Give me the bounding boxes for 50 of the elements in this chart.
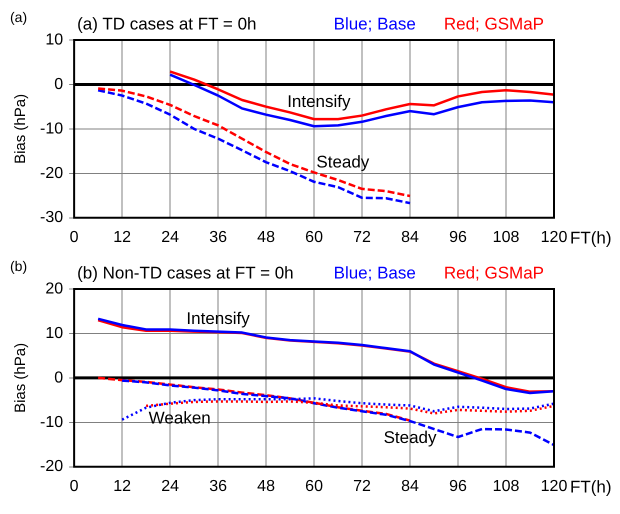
x-tick-label: 120 — [540, 228, 568, 246]
x-tick-label: 48 — [257, 478, 276, 495]
x-tick-label: 12 — [113, 478, 132, 495]
annotation: Weaken — [148, 408, 211, 428]
x-tick-label: 48 — [257, 228, 276, 246]
y-tick-label: -30 — [40, 209, 64, 226]
x-tick-label: 72 — [353, 228, 372, 246]
x-tick-label: 108 — [492, 228, 520, 246]
x-tick-label: 0 — [70, 478, 79, 495]
x-tick-label: 24 — [161, 478, 180, 495]
annotation: Intensify — [186, 308, 250, 328]
y-tick-label: 0 — [54, 369, 64, 386]
x-tick-label: 36 — [209, 228, 228, 246]
y-tick-label: 10 — [45, 324, 64, 342]
text: (a) — [10, 8, 28, 25]
text: Red; GSMaP — [444, 264, 544, 283]
x-tick-label: 12 — [113, 228, 132, 246]
x-tick-label: 72 — [353, 478, 372, 495]
annotation: Intensify — [287, 92, 352, 111]
x-tick-label: 84 — [401, 478, 420, 495]
y-tick-label: 10 — [45, 31, 64, 48]
y-tick-label: -20 — [40, 164, 64, 182]
y-tick-label: 0 — [54, 76, 64, 93]
text: Blue; Base — [334, 264, 416, 283]
text: Blue; Base — [334, 14, 416, 34]
text: (b) — [10, 258, 28, 274]
y-tick-label: -10 — [40, 120, 64, 138]
x-axis-title: FT(h) — [570, 477, 612, 496]
x-tick-label: 84 — [401, 228, 420, 246]
text: Red; GSMaP — [444, 14, 544, 34]
y-tick-label: -10 — [40, 414, 64, 431]
y-axis-title: Bias (hPa) — [12, 94, 30, 164]
x-tick-label: 60 — [305, 228, 324, 246]
y-tick-label: -20 — [40, 458, 64, 476]
x-tick-label: 24 — [161, 228, 180, 246]
x-axis-title: FT(h) — [570, 228, 612, 248]
y-tick-label: 20 — [45, 280, 64, 298]
chart-title: (b) Non-TD cases at FT = 0h — [77, 264, 294, 283]
x-tick-label: 0 — [70, 228, 79, 246]
x-tick-label: 96 — [449, 478, 468, 495]
chart-title: (a) TD cases at FT = 0h — [77, 14, 256, 34]
x-tick-label: 60 — [305, 478, 324, 495]
x-tick-label: 108 — [492, 478, 520, 495]
annotation: Steady — [384, 428, 437, 448]
y-axis-title: Bias (hPa) — [12, 342, 30, 413]
x-tick-label: 36 — [209, 478, 228, 495]
x-tick-label: 96 — [449, 228, 468, 246]
annotation: Steady — [316, 152, 370, 172]
x-tick-label: 120 — [540, 478, 568, 495]
line-series — [120, 379, 554, 446]
